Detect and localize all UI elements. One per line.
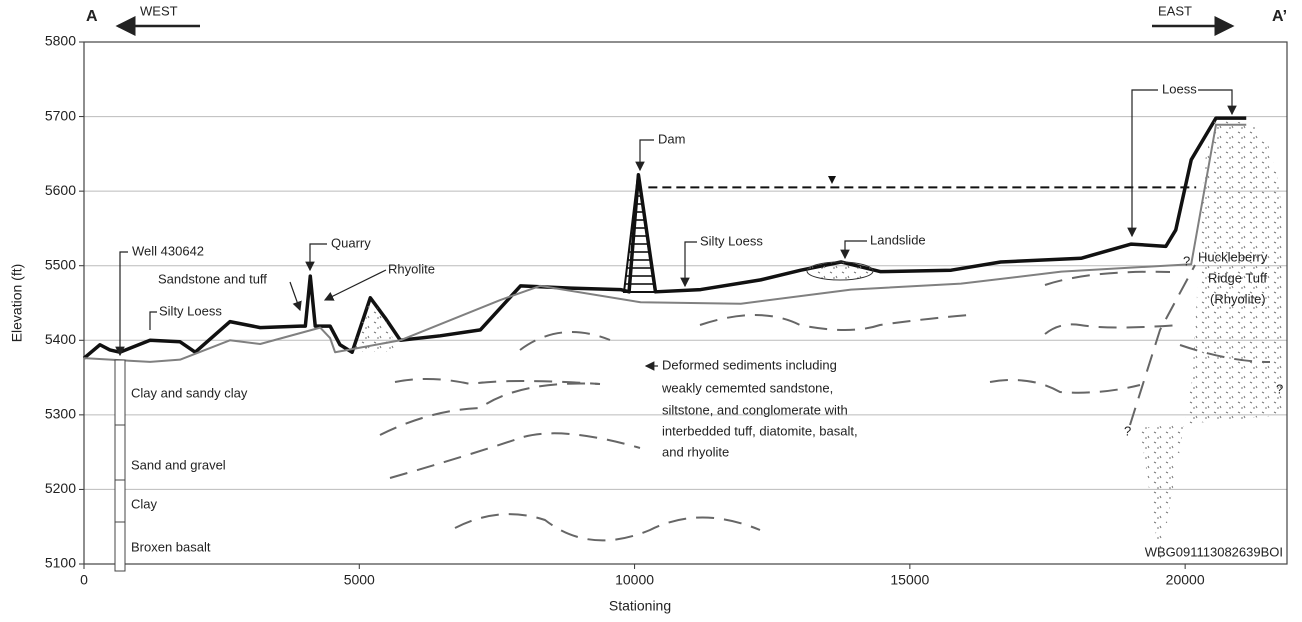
y-tick-label: 5200 [45,480,76,496]
y-tick-label: 5300 [45,406,76,422]
label: Dam [658,131,685,146]
x-tick-label: 10000 [615,572,654,588]
leader [120,252,128,355]
direction: EAST [1158,3,1192,18]
contact [455,514,760,540]
label: siltstone, and conglomerate with [662,402,848,417]
leader [1198,90,1232,114]
contact [520,332,610,350]
y-tick-label: 5100 [45,555,76,571]
label: Clay [131,496,158,511]
x-tick-label: 15000 [890,572,929,588]
y-axis-label: Elevation (ft) [9,264,25,343]
contact [1045,272,1170,285]
label: Silty Loess [700,233,763,248]
leader [640,140,654,170]
x-tick-label: 5000 [344,572,375,588]
leader [1132,90,1158,236]
contact [380,384,600,436]
label: Huckleberry [1198,249,1268,264]
contact [700,315,970,330]
landslide [807,262,873,280]
label: Sandstone and tuff [158,271,267,286]
label: weakly cememted sandstone, [661,380,833,395]
direction: WEST [140,3,178,18]
label: Silty Loess [159,303,222,318]
label: ? [1276,381,1283,396]
label: (Rhyolite) [1210,291,1266,306]
label: Clay and sandy clay [131,385,248,400]
water-symbol [828,176,836,184]
x-tick-label: 20000 [1166,572,1205,588]
leader [325,270,386,300]
label: ? [1124,423,1131,438]
label: Landslide [870,232,926,247]
label: and rhyolite [662,444,729,459]
well-column [115,360,125,571]
label: Loess [1162,81,1197,96]
dam [624,175,655,292]
leader [685,242,697,286]
label: Quarry [331,235,371,250]
x-tick-label: 0 [80,572,88,588]
label: Broxen basalt [131,539,211,554]
leader [150,312,157,330]
y-tick-label: 5600 [45,182,76,198]
y-tick-label: 5700 [45,107,76,123]
x-axis-label: Stationing [609,598,671,614]
contact [990,380,1140,393]
annotations: A A’ WEST EAST Well 430642 Sandstone and… [9,3,1287,613]
contact [390,433,640,478]
figure-id: WBG091113082639BOI [1145,544,1283,559]
label: Rhyolite [388,261,435,276]
label: ? [1183,253,1190,268]
label: Deformed sediments including [662,357,837,372]
contact [1130,265,1195,425]
leader [290,282,300,310]
y-tick-label: 5400 [45,331,76,347]
y-tick-label: 5800 [45,33,76,49]
leader [845,241,867,258]
section-label: A [86,8,98,25]
y-tick-label: 5500 [45,256,76,272]
chart: 5100 5200 5300 5400 5500 5600 5700 5800 0 5000 100… [0,0,1302,622]
label: interbedded tuff, diatomite, basalt, [662,423,858,438]
label: Well 430642 [132,243,204,258]
section-label: A’ [1272,8,1287,25]
profile-line [84,118,1246,358]
label: Ridge Tuff [1208,270,1267,285]
label: Sand and gravel [131,457,226,472]
plot-area: 5100 5200 5300 5400 5500 5600 5700 5800 0 5000 100… [45,33,1287,588]
